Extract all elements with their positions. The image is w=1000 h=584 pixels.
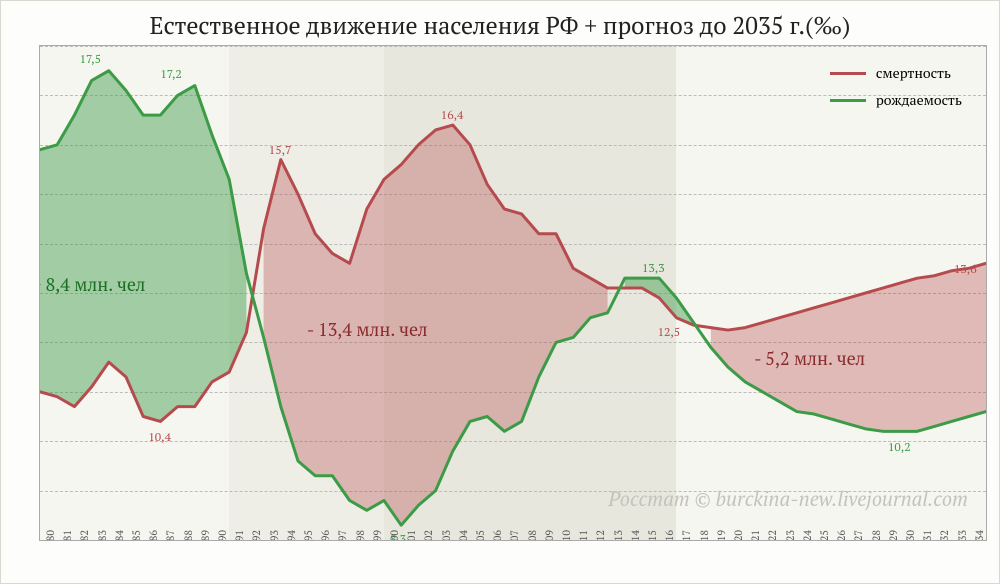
- legend: смертность рождаемость: [830, 64, 962, 118]
- data-point-label: 16,4: [441, 108, 464, 123]
- region-annotation: + 8,4 млн. чел: [39, 273, 145, 297]
- chart-title: Естественное движение населения РФ + про…: [1, 9, 999, 41]
- legend-swatch: [830, 72, 866, 75]
- data-point-label: 10,2: [888, 440, 911, 455]
- data-point-label: 13,6: [954, 262, 977, 277]
- region-annotation: - 13,4 млн. чел: [307, 318, 428, 342]
- watermark: Росстат © burckina-new.livejournal.com: [608, 485, 968, 512]
- data-point-label: 8,3: [390, 532, 406, 541]
- legend-label: рождаемость: [876, 91, 962, 110]
- data-point-label: 12,5: [658, 325, 681, 340]
- data-point-label: 17,5: [80, 52, 101, 67]
- chart-svg: [40, 46, 986, 540]
- legend-label: смертность: [876, 64, 951, 83]
- area-fill: [625, 278, 694, 325]
- legend-item: рождаемость: [830, 91, 962, 110]
- data-point-label: 17,2: [160, 67, 181, 82]
- region-annotation: - 5,2 млн. чел: [754, 347, 865, 371]
- chart-container: Естественное движение населения РФ + про…: [0, 0, 1000, 584]
- legend-swatch: [830, 99, 866, 102]
- data-point-label: 10,4: [148, 430, 171, 445]
- legend-item: смертность: [830, 64, 962, 83]
- gridline: [40, 540, 986, 541]
- data-point-label: 13,3: [642, 261, 665, 276]
- data-point-label: 15,7: [269, 143, 292, 158]
- plot-area: 8910111213141516171819801981198219831984…: [39, 45, 987, 541]
